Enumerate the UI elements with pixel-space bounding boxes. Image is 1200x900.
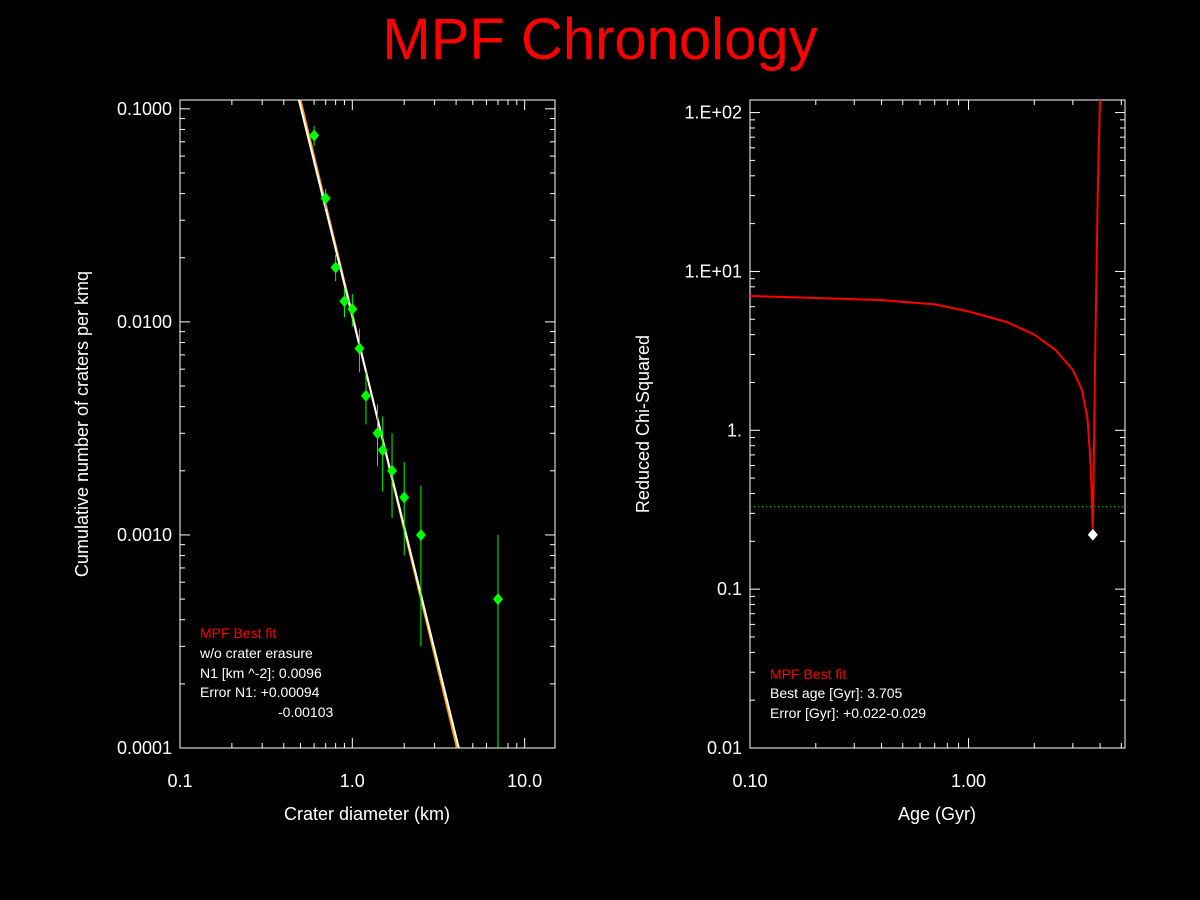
right-x-tick-label: 1.00 <box>951 771 986 791</box>
page-title: MPF Chronology <box>382 7 818 72</box>
right-plot-frame <box>749 99 1126 749</box>
left-legend-line-2: N1 [km ^-2]: 0.0096 <box>200 665 322 681</box>
chi-squared-curve <box>750 100 1101 529</box>
right-x-axis-label: Age (Gyr) <box>898 804 976 824</box>
right-y-tick-label: 1. <box>727 420 742 440</box>
left-legend-line-1: w/o crater erasure <box>199 645 313 661</box>
right-legend-title: MPF Best fit <box>770 666 846 682</box>
best-age-point <box>1087 528 1098 541</box>
right-y-tick-label: 0.01 <box>707 738 742 758</box>
right-legend-line-2: Error [Gyr]: +0.022-0.029 <box>770 705 926 721</box>
right-legend-line-1: Best age [Gyr]: 3.705 <box>770 685 903 701</box>
left-legend-line-4: -0.00103 <box>278 704 333 720</box>
data-point <box>330 261 341 274</box>
right-y-tick-label: 0.1 <box>717 579 742 599</box>
chi-squared-plot: 0.10 1.000.010.11.1.E+011.E+02 Age (Gyr) … <box>633 99 1126 824</box>
data-point <box>492 593 503 606</box>
chi-squared-curve-group <box>750 100 1125 541</box>
data-point <box>320 192 331 205</box>
data-point <box>415 528 426 541</box>
crater-density-plot: 0.1 1.0 10.0 0.0001 0.0010 0.0100 0.1000 Crate… <box>72 99 556 824</box>
right-y-tick-label: 1.E+02 <box>684 103 742 123</box>
data-point <box>339 295 350 308</box>
left-y-tick-label: 0.0100 <box>117 312 172 332</box>
data-point <box>360 389 371 402</box>
left-y-axis-label: Cumulative number of craters per kmq <box>72 271 92 577</box>
right-x-tick-label: 0.10 <box>732 771 767 791</box>
left-x-tick-label: 1.0 <box>340 771 365 791</box>
left-x-tick-label: 10.0 <box>507 771 542 791</box>
data-point <box>372 427 383 440</box>
left-x-axis-label: Crater diameter (km) <box>284 804 450 824</box>
data-point <box>354 342 365 355</box>
left-x-tick-label: 0.1 <box>167 771 192 791</box>
left-legend-line-3: Error N1: +0.00094 <box>200 684 320 700</box>
left-y-tick-label: 0.0010 <box>117 525 172 545</box>
data-point <box>377 444 388 457</box>
right-tick-labels: 0.10 1.00 0.01 0.1 1. 1.E+01 1.E+02 <box>684 103 986 791</box>
left-data-points <box>309 126 503 748</box>
data-point <box>347 302 358 315</box>
right-y-axis-label: Reduced Chi-Squared <box>633 335 653 513</box>
left-y-tick-label: 0.1000 <box>117 99 172 119</box>
data-point <box>387 464 398 477</box>
data-point <box>309 129 320 142</box>
left-tick-labels: 0.1 1.0 10.0 0.0001 0.0010 0.0100 0.1000 <box>117 99 542 791</box>
left-tick-marks <box>179 100 555 749</box>
right-y-tick-label: 1.E+01 <box>684 261 742 281</box>
left-plot-frame <box>179 99 556 749</box>
right-tick-marks <box>749 100 1125 749</box>
left-legend-title: MPF Best fit <box>200 625 276 641</box>
left-y-tick-label: 0.0001 <box>117 738 172 758</box>
data-point <box>399 491 410 504</box>
